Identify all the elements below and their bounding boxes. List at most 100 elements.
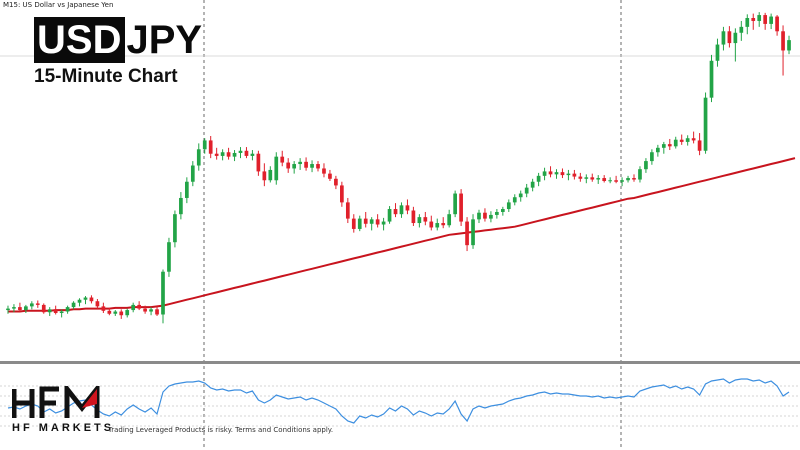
candle xyxy=(167,237,171,277)
candle xyxy=(530,178,535,192)
candle xyxy=(190,161,195,187)
candle xyxy=(89,295,94,304)
candle-body xyxy=(340,185,344,203)
candle-body xyxy=(95,301,100,307)
candle-body xyxy=(447,214,452,226)
candle-body xyxy=(316,164,320,169)
pair-title: USD JPY xyxy=(34,17,202,63)
candle-body xyxy=(310,164,314,168)
candle-body xyxy=(685,138,690,142)
candle-body xyxy=(781,31,785,51)
candle xyxy=(667,138,672,151)
candle xyxy=(512,194,517,206)
chart-subtitle: 15-Minute Chart xyxy=(34,66,178,87)
candle-body xyxy=(763,15,768,24)
candle-body xyxy=(202,140,207,150)
candle-body xyxy=(721,31,726,45)
candle-body xyxy=(733,32,738,44)
candle-body xyxy=(6,308,10,311)
panel-separator xyxy=(0,361,800,364)
candle-body xyxy=(715,44,720,61)
candle-body xyxy=(614,180,618,182)
candle xyxy=(578,172,583,182)
candle-body xyxy=(524,187,529,194)
candle xyxy=(59,309,64,318)
candle-body xyxy=(679,139,684,142)
candle xyxy=(238,147,243,159)
candle xyxy=(500,206,505,216)
candle-body xyxy=(167,242,171,272)
candle-body xyxy=(506,202,511,210)
candle-body xyxy=(739,26,744,33)
candle xyxy=(351,214,356,233)
symbol-caption: M15: US Dollar vs Japanese Yen xyxy=(3,1,114,9)
candle xyxy=(632,174,636,182)
candle xyxy=(447,209,452,228)
candle-body xyxy=(775,16,779,32)
candle xyxy=(53,305,58,315)
candle xyxy=(65,305,70,314)
candle-body xyxy=(173,214,177,243)
candle-body xyxy=(244,150,249,156)
candle xyxy=(340,181,344,207)
logo-accent xyxy=(82,389,97,408)
candle-body xyxy=(661,144,666,148)
candle-body xyxy=(459,193,463,222)
candle xyxy=(590,173,595,182)
candle xyxy=(518,190,523,202)
candle-body xyxy=(184,181,189,198)
candle-body xyxy=(387,209,392,222)
candle-body xyxy=(131,304,136,311)
candle-body xyxy=(626,178,630,181)
candle xyxy=(256,150,261,176)
candle-body xyxy=(697,140,702,151)
candle xyxy=(95,299,100,309)
candle-body xyxy=(125,310,130,316)
candle xyxy=(620,177,624,187)
candle xyxy=(656,144,660,157)
candle-body xyxy=(262,171,267,181)
candle-body xyxy=(608,180,613,182)
candle-body xyxy=(220,152,225,156)
candle xyxy=(566,169,571,181)
candle-body xyxy=(453,193,457,215)
candle xyxy=(644,158,648,173)
candle xyxy=(691,131,696,144)
candle xyxy=(703,92,708,154)
brand-name: HF MARKETS xyxy=(12,422,115,434)
candle xyxy=(453,190,457,218)
candle xyxy=(119,309,124,319)
candle xyxy=(71,301,76,310)
candle xyxy=(441,217,446,229)
candle xyxy=(232,150,237,162)
candle-body xyxy=(560,172,565,176)
candle-body xyxy=(381,221,386,225)
candle-body xyxy=(280,156,285,163)
candle xyxy=(608,177,613,184)
candle-body xyxy=(119,311,124,316)
candle-body xyxy=(399,205,404,215)
pair-quote-label: JPY xyxy=(126,18,203,62)
candle-body xyxy=(483,212,487,219)
candle-body xyxy=(650,152,654,162)
candle xyxy=(465,217,469,252)
candle xyxy=(137,301,141,311)
candle-body xyxy=(77,299,82,303)
candle xyxy=(328,169,332,181)
candle-body xyxy=(274,156,279,181)
candle-body xyxy=(59,311,64,314)
candle xyxy=(763,12,768,30)
candle-body xyxy=(590,177,595,180)
candle xyxy=(208,136,213,159)
candle-body xyxy=(53,309,58,314)
candle xyxy=(602,175,607,183)
candle-body xyxy=(24,306,28,311)
candle-body xyxy=(638,169,642,180)
candle-body xyxy=(12,307,16,309)
candle xyxy=(471,214,475,249)
candle xyxy=(18,302,22,312)
candle xyxy=(363,211,368,228)
candle xyxy=(775,15,779,36)
candle-body xyxy=(143,308,147,312)
candle-body xyxy=(667,144,672,147)
